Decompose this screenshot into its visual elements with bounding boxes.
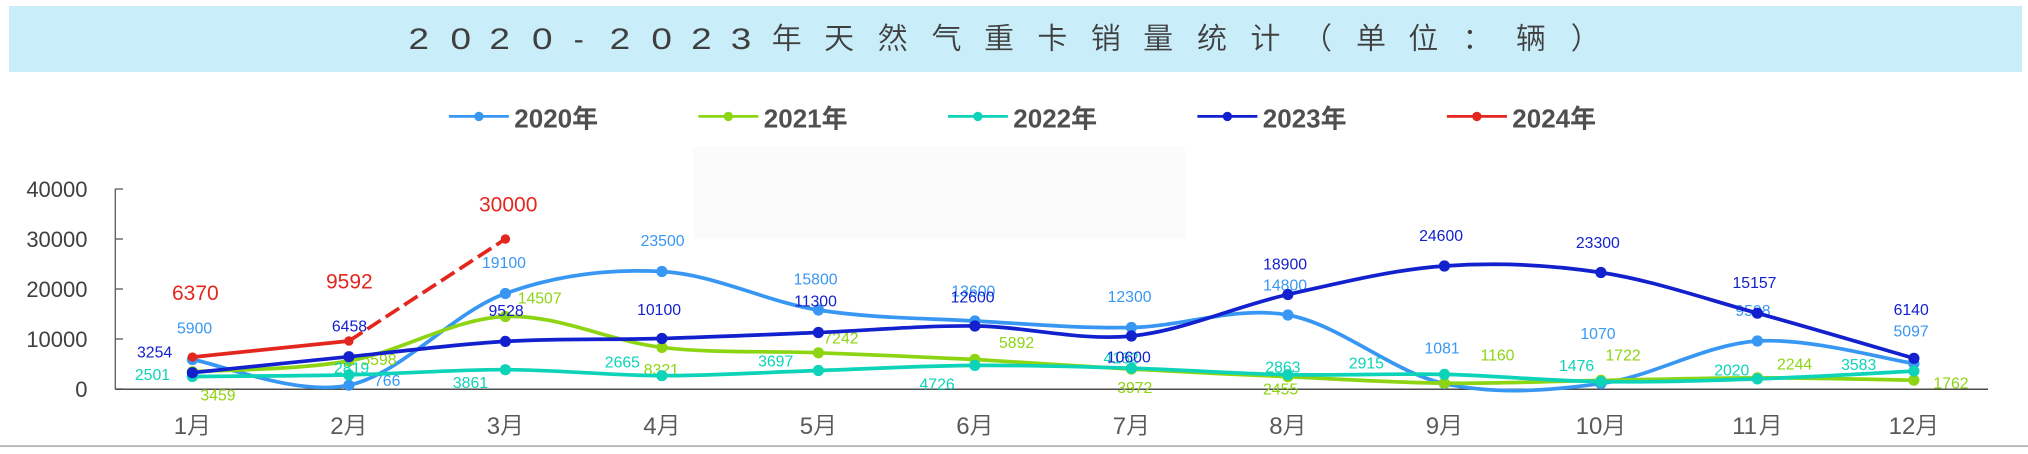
svg-text:5900: 5900: [177, 321, 212, 338]
svg-text:20000: 20000: [26, 277, 87, 302]
svg-text:14507: 14507: [518, 291, 562, 308]
svg-text:3: 3: [731, 23, 752, 56]
svg-text:5892: 5892: [999, 335, 1034, 352]
svg-text:1762: 1762: [1933, 376, 1968, 393]
svg-text:6: 6: [956, 413, 969, 440]
svg-text:1476: 1476: [1559, 358, 1594, 375]
svg-text:15800: 15800: [794, 271, 838, 288]
svg-text:2: 2: [691, 23, 712, 56]
svg-text:3972: 3972: [1117, 380, 1152, 397]
svg-text:7242: 7242: [823, 330, 858, 347]
svg-text:9528: 9528: [489, 303, 524, 320]
svg-text:2: 2: [610, 23, 631, 56]
svg-text:40000: 40000: [26, 177, 87, 202]
svg-text:14800: 14800: [1263, 277, 1307, 294]
svg-text:18900: 18900: [1263, 257, 1307, 274]
svg-text:6370: 6370: [172, 282, 219, 305]
svg-text:2915: 2915: [1349, 356, 1384, 373]
svg-text:0: 0: [532, 23, 553, 56]
svg-text:10: 10: [1576, 413, 1603, 440]
svg-text:3583: 3583: [1841, 357, 1876, 374]
svg-text:4: 4: [643, 413, 656, 440]
svg-text:6458: 6458: [332, 318, 367, 335]
svg-text:4726: 4726: [920, 376, 955, 393]
svg-text:3: 3: [487, 413, 500, 440]
svg-text:2: 2: [489, 23, 510, 56]
svg-text:1160: 1160: [1481, 348, 1515, 365]
svg-text:1081: 1081: [1425, 341, 1460, 358]
svg-text:2020: 2020: [514, 104, 572, 134]
svg-text:12300: 12300: [1108, 289, 1152, 306]
svg-text:2021: 2021: [764, 104, 822, 134]
svg-text:11300: 11300: [794, 294, 837, 311]
svg-text:23500: 23500: [641, 233, 685, 250]
svg-text:12600: 12600: [951, 290, 995, 307]
svg-text:10000: 10000: [26, 327, 87, 352]
svg-text:2455: 2455: [1263, 382, 1298, 399]
svg-text:6140: 6140: [1894, 302, 1929, 319]
svg-text:2: 2: [409, 23, 430, 56]
svg-text:10600: 10600: [1107, 350, 1151, 367]
svg-text:23300: 23300: [1576, 235, 1620, 252]
svg-text:3697: 3697: [758, 354, 793, 371]
svg-text:0: 0: [451, 23, 472, 56]
svg-text:2020: 2020: [1714, 363, 1749, 380]
svg-text:0: 0: [651, 23, 672, 56]
svg-text:2819: 2819: [334, 361, 369, 378]
svg-text:1: 1: [174, 413, 187, 440]
svg-text:1722: 1722: [1606, 347, 1641, 364]
svg-text:2022: 2022: [1013, 104, 1071, 134]
svg-text:12: 12: [1889, 413, 1916, 440]
svg-text:5097: 5097: [1894, 324, 1929, 341]
svg-text:5598: 5598: [361, 352, 396, 369]
svg-text:13600: 13600: [951, 283, 995, 300]
svg-text:0: 0: [75, 377, 87, 402]
svg-text:30000: 30000: [479, 194, 537, 217]
svg-text:9592: 9592: [326, 271, 373, 294]
svg-text:7: 7: [1113, 413, 1126, 440]
svg-text:4162: 4162: [1104, 351, 1139, 368]
svg-text:3254: 3254: [137, 345, 172, 362]
svg-text:2023: 2023: [1263, 104, 1321, 134]
svg-text:3459: 3459: [200, 387, 235, 404]
svg-text:3861: 3861: [453, 375, 488, 392]
svg-text:2863: 2863: [1265, 359, 1300, 376]
svg-text:2501: 2501: [135, 367, 170, 384]
svg-text:15157: 15157: [1733, 275, 1777, 292]
svg-text:30000: 30000: [26, 227, 87, 252]
svg-text:9: 9: [1426, 413, 1439, 440]
svg-text:19100: 19100: [482, 255, 526, 272]
svg-text:24600: 24600: [1419, 228, 1463, 245]
svg-text:766: 766: [374, 373, 401, 390]
svg-text:-: -: [574, 23, 584, 56]
svg-text:11: 11: [1732, 413, 1757, 440]
svg-text:10100: 10100: [637, 302, 681, 319]
svg-text:1070: 1070: [1580, 326, 1615, 343]
svg-text:8: 8: [1269, 413, 1282, 440]
svg-text:2244: 2244: [1777, 356, 1812, 373]
svg-text:2024: 2024: [1512, 104, 1570, 134]
svg-text:2665: 2665: [605, 354, 640, 371]
svg-text:2: 2: [330, 413, 343, 440]
svg-text:5: 5: [800, 413, 813, 440]
